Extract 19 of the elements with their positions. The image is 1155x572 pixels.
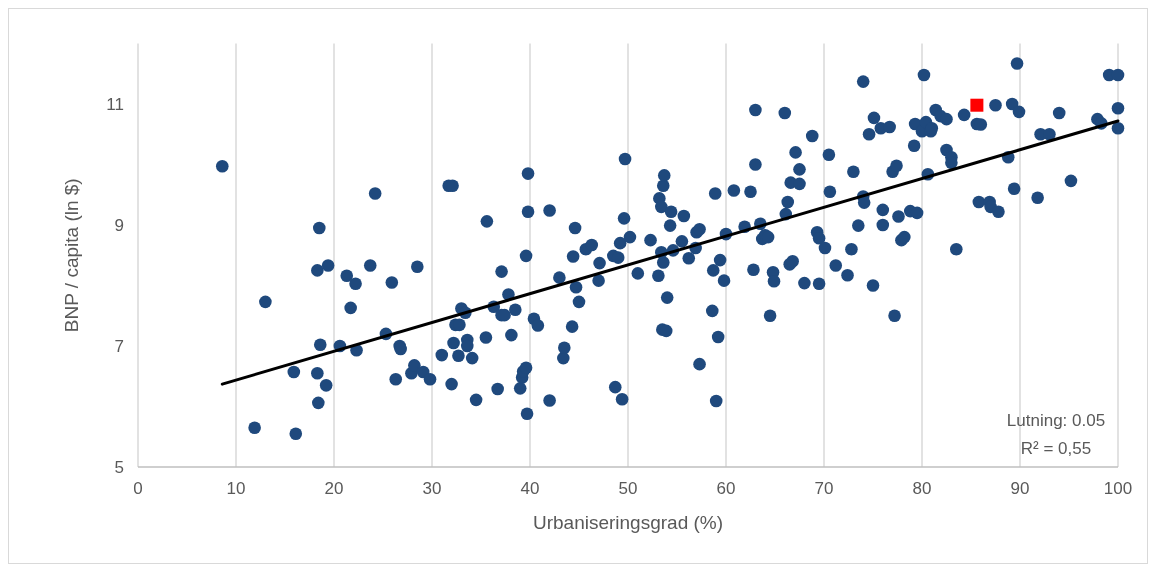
annotation: R² = 0,55	[1020, 439, 1092, 458]
x-tick-label: 10	[226, 479, 246, 498]
x-tick-label: 70	[814, 479, 834, 498]
x-tick-label: 20	[324, 479, 344, 498]
x-tick-label: 60	[716, 479, 736, 498]
x-tick-label: 90	[1010, 479, 1030, 498]
x-tick-label: 100	[1103, 479, 1133, 498]
x-axis-title: Urbaniseringsgrad (%)	[532, 512, 724, 533]
y-axis-title: BNP / capita (ln $)	[61, 178, 82, 333]
x-tick-label: 40	[520, 479, 540, 498]
annotation: Lutning: 0.05	[1006, 411, 1106, 430]
x-tick-label: 30	[422, 479, 442, 498]
x-tick-label: 50	[618, 479, 638, 498]
y-tick-label: 5	[114, 458, 124, 477]
x-tick-label: 80	[912, 479, 932, 498]
y-tick-label: 9	[114, 216, 124, 235]
x-tick-label: 0	[133, 479, 143, 498]
y-tick-label: 7	[114, 337, 124, 356]
y-tick-label: 11	[106, 95, 124, 114]
